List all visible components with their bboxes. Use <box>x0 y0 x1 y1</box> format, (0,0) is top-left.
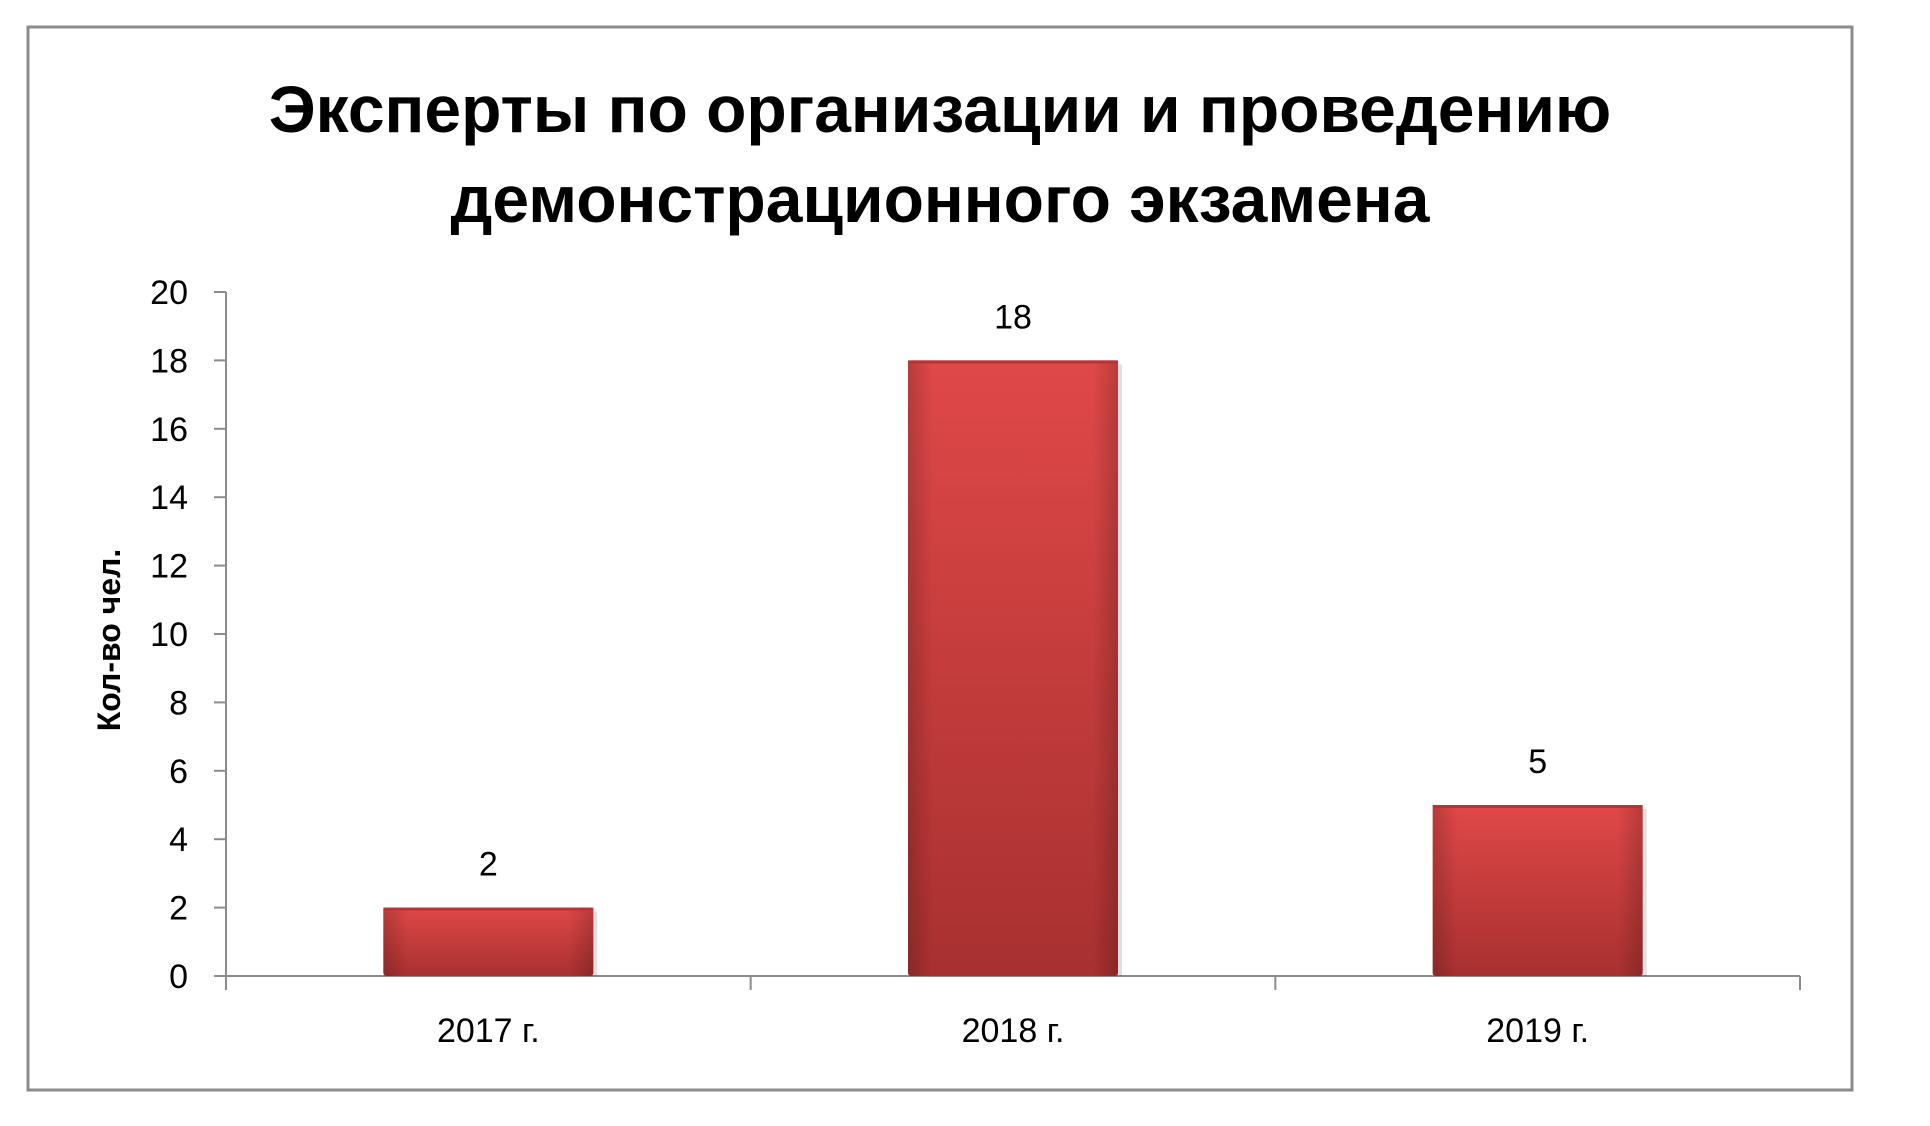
y-tick-label: 6 <box>169 753 188 791</box>
y-tick-label: 14 <box>150 479 188 517</box>
y-axis-title: Кол-во чел. <box>91 549 127 732</box>
y-tick-label: 20 <box>150 274 188 312</box>
y-tick-label: 18 <box>150 342 188 380</box>
y-tick-label: 12 <box>150 548 188 586</box>
bars-group <box>383 360 1647 976</box>
data-label: 18 <box>994 298 1032 336</box>
x-category-label: 2018 г. <box>962 1012 1065 1050</box>
chart-title-line-1: Эксперты по организации и проведению <box>269 72 1612 146</box>
y-tick-label: 0 <box>169 958 188 996</box>
y-axis-ticks: 0 2 4 6 8 10 12 14 16 18 20 <box>150 274 226 996</box>
bar-top-edge <box>1432 805 1643 808</box>
y-tick-label: 16 <box>150 411 188 449</box>
bar-top-edge <box>383 907 594 911</box>
x-axis-ticks <box>225 976 1801 990</box>
category-labels-group: 2017 г. 2018 г. 2019 г. <box>437 1012 1589 1050</box>
y-tick-label: 10 <box>150 616 188 654</box>
data-labels-group: 2 18 5 <box>479 298 1547 883</box>
y-tick-label: 8 <box>169 684 188 722</box>
y-tick-label: 4 <box>169 821 188 859</box>
bar-top-edge <box>908 360 1118 364</box>
bar-sheen <box>1432 805 1643 976</box>
bar-sheen <box>908 360 1118 976</box>
x-category-label: 2019 г. <box>1486 1012 1589 1050</box>
chart-title-line-2: демонстрационного экзамена <box>451 162 1431 236</box>
x-category-label: 2017 г. <box>437 1012 540 1050</box>
data-label: 5 <box>1528 743 1547 781</box>
y-tick-label: 2 <box>169 890 188 928</box>
bar-sheen <box>383 907 594 976</box>
data-label: 2 <box>479 846 498 884</box>
